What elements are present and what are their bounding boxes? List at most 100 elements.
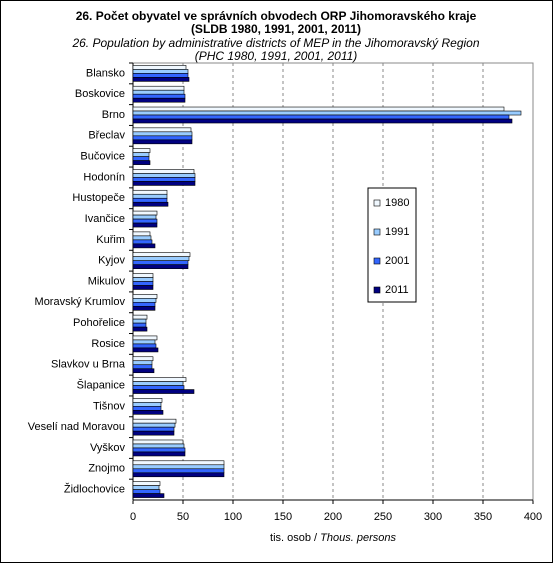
y-tick-label: Veselí nad Moravou [28,421,125,433]
x-tick-label: 150 [274,511,292,523]
bar [132,197,168,203]
bar [132,418,177,424]
bar [132,135,193,141]
y-tick-label: Kuřim [96,234,125,246]
bar [132,485,160,490]
y-tick-label: Hodonín [83,171,125,183]
bar [132,110,522,116]
y-tick-label: Tišnov [93,400,125,412]
bar [132,298,157,303]
legend-label: 1991 [385,226,409,238]
bar [132,77,190,82]
bar [132,131,193,137]
x-tick-label: 300 [424,511,442,523]
bar [132,430,175,436]
bar [132,277,154,282]
y-tick-label: Hustopeče [72,192,125,204]
bar [132,273,154,278]
y-tick-label: Znojmo [88,463,125,475]
bar [132,302,156,307]
bar [132,281,154,286]
bar [132,360,153,366]
x-axis-title: tis. osob / Thous. persons [270,532,396,544]
y-tick-label: Pohořelice [73,317,125,329]
bar [132,193,168,199]
bar [132,385,185,390]
bar [132,306,156,311]
bar [132,256,190,261]
bar [132,460,225,466]
bar [132,127,192,133]
bar [132,73,189,78]
bar [132,406,162,411]
chart-subtitle-line2: (PHC 1980, 1991, 2001, 2011) [195,49,358,63]
y-tick-label: Vyškov [90,442,126,454]
bar [132,69,189,74]
bar [132,451,186,457]
bar [132,218,158,224]
bar [132,160,151,165]
y-tick-label: Mikulov [88,275,126,287]
bar [132,339,156,345]
bar [132,285,154,290]
x-axis-title-cz: tis. osob / [270,532,318,544]
bar [132,89,185,95]
x-tick-label: 0 [130,511,136,523]
bar [132,177,196,182]
y-tick-label: Boskovice [75,88,125,100]
bar [132,243,156,249]
bar [132,389,195,394]
bar [132,402,162,407]
x-tick-label: 100 [224,511,242,523]
bar [132,426,175,432]
legend-swatch [373,257,381,265]
bar [132,377,187,382]
bar [132,356,154,362]
bar [132,156,150,161]
bar [132,173,196,178]
bar [132,264,189,269]
y-tick-label: Brno [102,109,125,121]
legend [367,187,417,303]
bar [132,443,185,449]
bar [132,260,189,265]
bar [132,235,152,241]
bar [132,326,148,332]
bar [132,347,159,353]
bar [132,97,186,103]
bar [132,294,158,299]
y-tick-label: Rosice [91,338,125,350]
y-tick-label: Ivančice [85,213,125,225]
y-tick-label: Blansko [86,67,125,79]
bar [132,106,505,112]
bar [132,139,193,145]
x-axis-title-en: Thous. persons [320,532,396,544]
chart-subtitle: 26. Population by administrative distric… [71,36,479,50]
y-tick-label: Kyjov [98,255,125,267]
bar [132,152,150,157]
legend-label: 1980 [385,197,409,209]
legend-label: 2001 [385,255,409,267]
bar [132,314,148,320]
bar [132,318,147,324]
bar [132,169,195,174]
bar [132,447,186,453]
x-tick-label: 250 [374,511,392,523]
bar [132,231,151,237]
y-tick-label: Šlapanice [77,378,125,391]
chart-title-line2: (SLDB 1980, 1991, 2001, 2011) [191,22,361,36]
bar [132,181,196,186]
bar [132,381,184,386]
bar [132,118,513,124]
x-tick-label: 400 [524,511,542,523]
y-tick-label: Bučovice [80,151,125,163]
bar [132,239,153,245]
y-tick-label: Břeclav [88,130,125,142]
bar [132,472,225,478]
bar [132,464,225,470]
bar [132,481,161,486]
bar [132,335,158,341]
bar [132,439,184,445]
